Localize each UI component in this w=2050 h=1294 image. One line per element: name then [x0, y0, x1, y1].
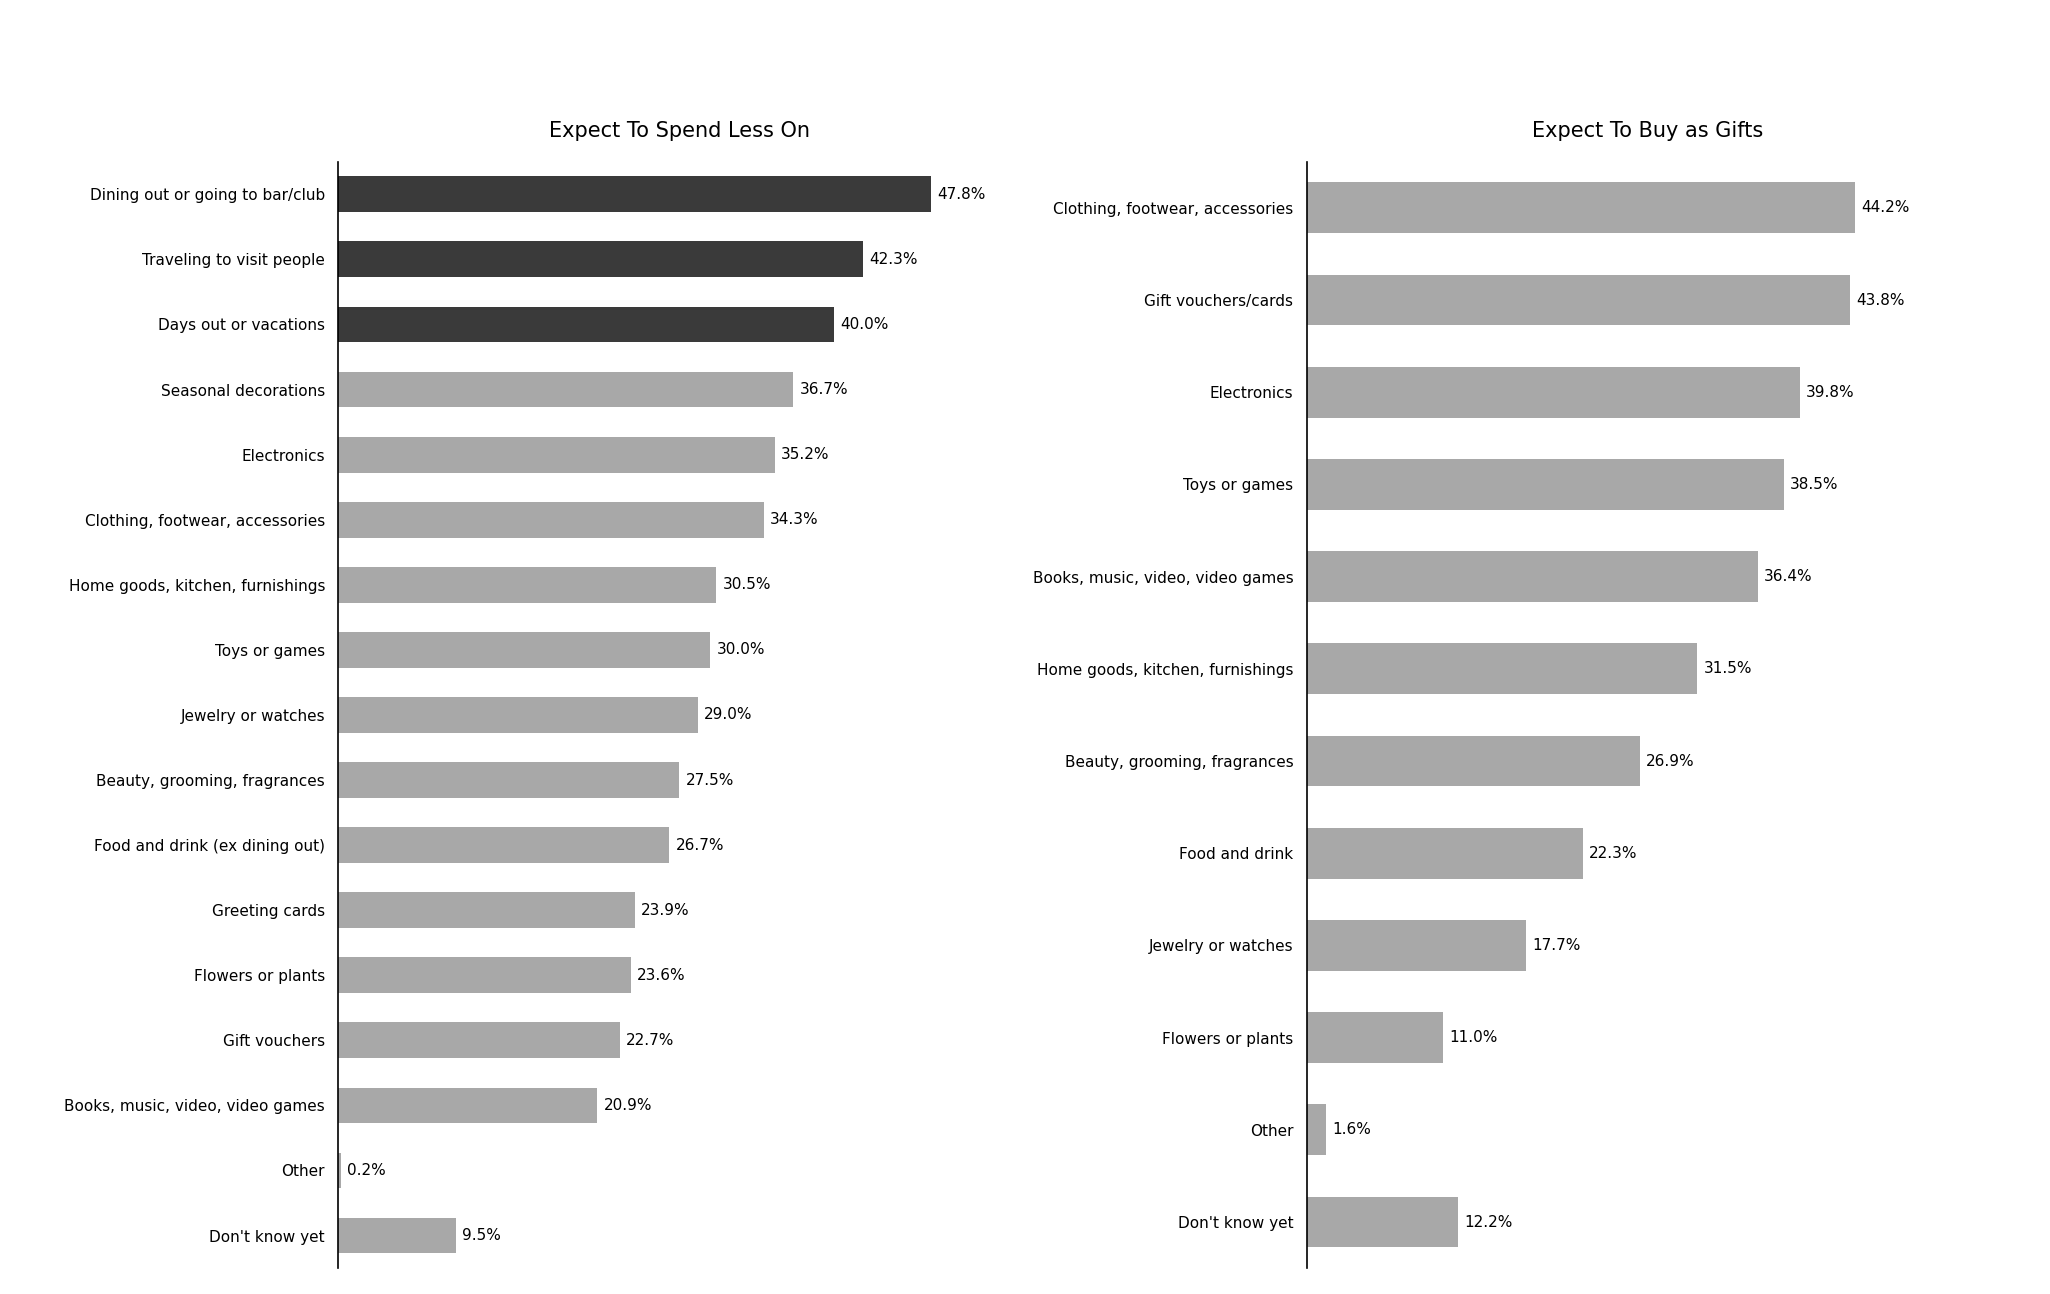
Bar	[338, 958, 631, 994]
Bar	[338, 502, 763, 537]
Bar	[1306, 828, 1583, 879]
Text: 27.5%: 27.5%	[685, 773, 734, 788]
Bar	[338, 697, 697, 732]
Text: 22.7%: 22.7%	[625, 1033, 674, 1048]
Text: 29.0%: 29.0%	[703, 708, 752, 722]
Bar	[338, 436, 775, 472]
Text: 30.0%: 30.0%	[715, 642, 765, 657]
Text: 44.2%: 44.2%	[1861, 201, 1909, 215]
Text: 39.8%: 39.8%	[1806, 384, 1855, 400]
Bar	[338, 893, 636, 928]
Text: 23.9%: 23.9%	[642, 903, 689, 917]
Bar	[1306, 459, 1784, 510]
Text: 1.6%: 1.6%	[1332, 1122, 1371, 1137]
Text: 40.0%: 40.0%	[840, 317, 890, 333]
Bar	[1306, 182, 1855, 233]
Text: 36.4%: 36.4%	[1765, 569, 1812, 584]
Text: 12.2%: 12.2%	[1464, 1215, 1513, 1229]
Text: 17.7%: 17.7%	[1531, 938, 1581, 952]
Bar	[1306, 1012, 1443, 1062]
Text: 26.7%: 26.7%	[676, 837, 724, 853]
Text: 43.8%: 43.8%	[1855, 292, 1904, 308]
Text: 35.2%: 35.2%	[781, 448, 830, 462]
Title: Expect To Spend Less On: Expect To Spend Less On	[549, 120, 810, 141]
Bar	[338, 827, 668, 863]
Text: 20.9%: 20.9%	[603, 1097, 652, 1113]
Text: 36.7%: 36.7%	[800, 382, 849, 397]
Bar	[338, 1218, 455, 1254]
Bar	[338, 242, 863, 277]
Title: Expect To Buy as Gifts: Expect To Buy as Gifts	[1531, 120, 1763, 141]
Bar	[338, 371, 793, 408]
Bar	[338, 176, 931, 212]
Bar	[1306, 551, 1759, 602]
Text: 11.0%: 11.0%	[1449, 1030, 1499, 1046]
Bar	[1306, 920, 1525, 970]
Bar	[338, 631, 709, 668]
Bar	[1306, 1105, 1326, 1156]
Bar	[338, 1022, 619, 1058]
Text: 47.8%: 47.8%	[937, 186, 986, 202]
Bar	[338, 307, 834, 343]
Bar	[338, 1153, 340, 1188]
Text: 0.2%: 0.2%	[346, 1163, 385, 1178]
Bar	[1306, 367, 1800, 418]
Bar	[1306, 1197, 1458, 1247]
Bar	[1306, 274, 1849, 325]
Text: 42.3%: 42.3%	[869, 252, 918, 267]
Bar	[1306, 736, 1640, 787]
Text: Categories They Expect To Buy as Gifts (Right) (% of Respondents): Categories They Expect To Buy as Gifts (…	[25, 113, 681, 131]
Bar	[338, 567, 715, 603]
Text: 26.9%: 26.9%	[1646, 753, 1695, 769]
Text: Figure 6. Shoppers That Expect To Spend Less: Spending Categories That They Expe: Figure 6. Shoppers That Expect To Spend …	[25, 58, 1316, 76]
Text: 34.3%: 34.3%	[769, 512, 818, 527]
Text: 31.5%: 31.5%	[1704, 661, 1753, 677]
Text: 22.3%: 22.3%	[1589, 846, 1638, 861]
Text: 23.6%: 23.6%	[638, 968, 685, 982]
Text: 9.5%: 9.5%	[461, 1228, 500, 1244]
Text: 38.5%: 38.5%	[1790, 477, 1839, 492]
Text: 30.5%: 30.5%	[722, 577, 771, 593]
Bar	[1306, 643, 1697, 694]
Bar	[338, 762, 679, 798]
Bar	[338, 1087, 597, 1123]
